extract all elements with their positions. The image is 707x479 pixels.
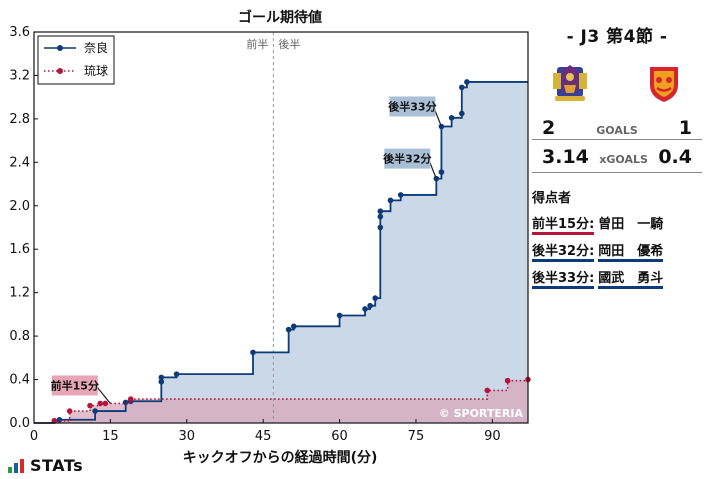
match-title: - J3 第4節 - xyxy=(566,27,668,47)
data-point xyxy=(92,408,98,414)
data-point xyxy=(458,84,465,91)
data-point xyxy=(377,224,384,231)
callout-label: 後半33分 xyxy=(388,99,436,113)
data-point xyxy=(290,323,297,330)
data-point xyxy=(397,192,404,198)
stats-logo-icon xyxy=(8,458,24,473)
away-goals: 1 xyxy=(678,117,692,139)
match-summary-panel: - J3 第4節 - 2 GOALS 1 3.14 xGOALS 0.4 得点者 xyxy=(532,22,702,289)
goals-label: GOALS xyxy=(596,124,638,137)
stats-brand: STATs xyxy=(8,456,83,475)
data-point xyxy=(336,312,343,319)
x-tick-label: 60 xyxy=(331,429,348,444)
data-point xyxy=(504,377,511,384)
legend-swatch-marker xyxy=(57,68,63,74)
data-point xyxy=(158,378,165,385)
data-point xyxy=(484,387,491,394)
y-tick-label: 2.4 xyxy=(9,155,30,170)
callout-label: 後半32分 xyxy=(383,152,431,166)
data-point xyxy=(250,349,256,356)
data-point xyxy=(372,295,379,301)
data-point xyxy=(438,169,445,175)
y-tick-label: 1.6 xyxy=(9,242,30,257)
callout-label: 前半15分 xyxy=(51,378,99,392)
data-point xyxy=(158,374,165,381)
nara-crest-icon xyxy=(553,65,587,101)
callout-pointer xyxy=(95,385,111,404)
goals-row: 2 GOALS 1 xyxy=(532,117,702,140)
data-point xyxy=(362,306,368,312)
scorer-name: 岡田 優希 xyxy=(598,244,664,262)
plot-frame xyxy=(33,31,529,424)
watermark-text: © SPORTERIA xyxy=(439,407,524,420)
ryukyu-crest-icon xyxy=(650,67,678,102)
scorer-entry: 後半32分: 岡田 優希 xyxy=(532,233,702,262)
y-tick-label: 1.2 xyxy=(9,286,30,301)
y-tick-label: 0.0 xyxy=(9,416,30,431)
callout-box xyxy=(51,375,98,396)
scorer-time: 前半15分: xyxy=(532,217,595,235)
data-point xyxy=(122,399,129,406)
x-tick-label: 90 xyxy=(484,429,501,444)
data-point xyxy=(102,400,109,407)
y-tick-label: 2.8 xyxy=(9,112,30,127)
scorer-entry: 前半15分: 曽田 一騎 xyxy=(532,206,702,235)
scorer-name: 國武 勇斗 xyxy=(598,271,664,289)
x-tick-label: 75 xyxy=(408,429,425,444)
series-area-0 xyxy=(34,81,528,423)
second-half-label: 後半 xyxy=(278,37,300,51)
y-tick-label: 3.6 xyxy=(9,25,30,40)
first-half-label: 前半 xyxy=(246,37,268,51)
scorers-list: 前半15分: 曽田 一騎 後半32分: 岡田 優希 後半33分: 國武 勇斗 xyxy=(532,206,702,289)
home-xg: 3.14 xyxy=(542,146,589,168)
legend-label: 奈良 xyxy=(84,40,108,55)
data-point xyxy=(87,402,93,409)
x-tick-label: 30 xyxy=(179,429,196,444)
data-point xyxy=(97,400,104,407)
y-tick-label: 0.8 xyxy=(9,329,30,344)
x-tick-label: 0 xyxy=(30,429,38,444)
away-xg: 0.4 xyxy=(658,146,692,168)
scorer-entry: 後半33分: 國武 勇斗 xyxy=(532,260,702,289)
xg-row: 3.14 xGOALS 0.4 xyxy=(532,146,702,173)
data-point xyxy=(377,213,384,220)
legend-swatch-marker xyxy=(57,45,63,51)
data-point xyxy=(458,110,465,117)
data-point xyxy=(51,418,58,424)
xg-label: xGOALS xyxy=(599,153,648,166)
scorer-time: 後半32分: xyxy=(532,244,595,262)
x-tick-label: 15 xyxy=(102,429,119,444)
legend-label: 琉球 xyxy=(84,64,108,78)
data-point xyxy=(66,408,73,414)
series-area-1 xyxy=(34,379,528,423)
y-tick-label: 2.0 xyxy=(9,199,30,214)
data-point xyxy=(127,396,134,402)
data-point xyxy=(387,197,394,204)
scorers-heading: 得点者 xyxy=(532,191,572,206)
y-tick-label: 0.4 xyxy=(9,373,30,388)
brand-text: STATs xyxy=(30,456,84,475)
chart-title: ゴール期待値 xyxy=(238,9,322,26)
data-point xyxy=(377,208,384,215)
data-point xyxy=(285,326,292,333)
callout-box xyxy=(384,148,431,169)
data-point xyxy=(464,79,470,85)
y-tick-label: 3.2 xyxy=(9,68,30,83)
scorer-time: 後半33分: xyxy=(532,271,595,289)
data-point xyxy=(448,115,455,121)
home-goals: 2 xyxy=(542,117,556,139)
x-tick-label: 45 xyxy=(255,429,272,444)
data-point xyxy=(173,371,180,377)
scorer-name: 曽田 一騎 xyxy=(598,217,664,232)
x-axis-title: キックオフからの経過時間(分) xyxy=(183,449,378,466)
callout-box xyxy=(389,96,436,117)
data-point xyxy=(367,302,373,309)
data-point xyxy=(56,416,63,423)
legend-box xyxy=(37,35,115,85)
